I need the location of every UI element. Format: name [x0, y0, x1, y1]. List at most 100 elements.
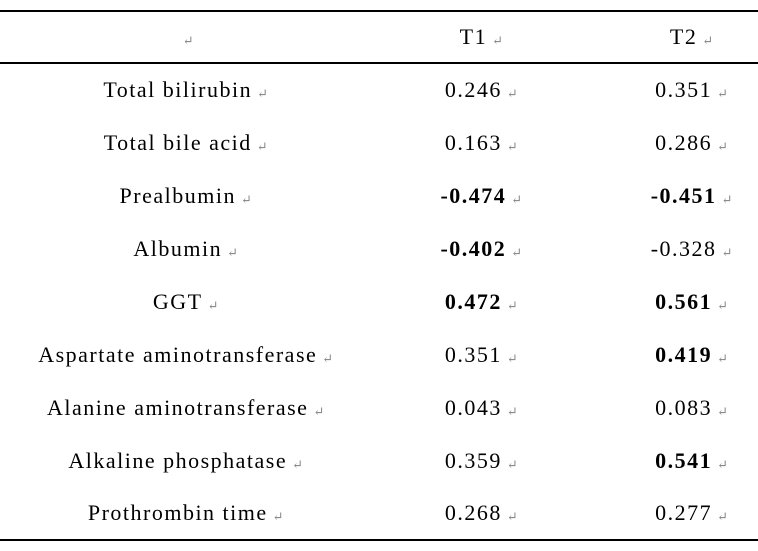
row-label: Albumin — [133, 235, 223, 261]
t1-value-cell: 0.163 ↵ — [371, 116, 591, 169]
t1-value-cell: 0.268 ↵ — [371, 487, 591, 540]
paragraph-mark-icon: ↵ — [717, 86, 729, 101]
row-label: Prealbumin — [119, 182, 236, 208]
paragraph-mark-icon: ↵ — [256, 138, 268, 154]
t2-value: 0.286 — [655, 129, 713, 155]
paragraph-mark-icon: ↵ — [292, 456, 304, 472]
header-label-t1: T1 — [459, 24, 488, 49]
row-label-cell: Alkaline phosphatase ↵ — [0, 434, 371, 487]
t2-value-cell: 0.561 ↵ — [591, 275, 758, 328]
t2-value: 0.277 — [655, 500, 713, 525]
row-label: Total bile acid — [103, 129, 252, 155]
row-label-cell: Total bilirubin ↵ — [0, 63, 371, 116]
paragraph-mark-icon: ↵ — [506, 138, 518, 154]
paragraph-mark-icon: ↵ — [717, 350, 729, 366]
row-label: Alkaline phosphatase — [68, 447, 288, 473]
row-label-cell: Prealbumin ↵ — [0, 169, 371, 222]
table-row: Prothrombin time ↵ 0.268 ↵ 0.277 ↵ — [0, 487, 758, 540]
table-row: Prealbumin ↵ -0.474 ↵ -0.451 ↵ — [0, 169, 758, 222]
t2-value-cell: 0.351 ↵ — [591, 63, 758, 116]
t1-value: 0.268 — [444, 500, 502, 525]
paragraph-mark-icon: ↵ — [227, 244, 239, 260]
paragraph-mark-icon: ↵ — [506, 456, 518, 472]
table-header: ↵ T1 ↵ T2 ↵ — [0, 11, 758, 63]
table-row: Albumin ↵ -0.402 ↵ -0.328 ↵ — [0, 222, 758, 275]
t2-value: -0.328 — [650, 235, 717, 261]
t2-value-cell: -0.451 ↵ — [591, 169, 758, 222]
t2-value: 0.419 — [655, 341, 713, 367]
row-label: GGT — [152, 288, 203, 314]
paragraph-mark-icon: ↵ — [717, 509, 729, 524]
t1-value: 0.043 — [444, 394, 502, 420]
paragraph-mark-icon: ↵ — [717, 403, 729, 419]
t1-value: -0.474 — [440, 182, 507, 208]
header-cell-t2: T2 ↵ — [591, 11, 758, 63]
t2-value-cell: 0.541 ↵ — [591, 434, 758, 487]
t2-value: 0.541 — [655, 447, 713, 473]
row-label-cell: Prothrombin time ↵ — [0, 487, 371, 540]
t1-value: 0.351 — [444, 341, 502, 367]
t1-value-cell: 0.246 ↵ — [371, 63, 591, 116]
paragraph-mark-icon: ↵ — [702, 33, 714, 48]
paragraph-mark-icon: ↵ — [721, 244, 733, 260]
t1-value: 0.246 — [444, 77, 502, 102]
header-row: ↵ T1 ↵ T2 ↵ — [0, 11, 758, 63]
paragraph-mark-icon: ↵ — [721, 191, 733, 207]
row-label-cell: Alanine aminotransferase ↵ — [0, 381, 371, 434]
paragraph-mark-icon: ↵ — [717, 297, 729, 313]
table-row: Total bilirubin ↵ 0.246 ↵ 0.351 ↵ — [0, 63, 758, 116]
row-label-cell: GGT ↵ — [0, 275, 371, 328]
table-row: Alanine aminotransferase ↵ 0.043 ↵ 0.083 ↵ — [0, 381, 758, 434]
t1-value-cell: 0.043 ↵ — [371, 381, 591, 434]
row-label-cell: Aspartate aminotransferase ↵ — [0, 328, 371, 381]
row-label: Aspartate aminotransferase — [38, 341, 318, 367]
paragraph-mark-icon: ↵ — [506, 86, 518, 101]
paragraph-mark-icon: ↵ — [506, 509, 518, 524]
t2-value-cell: 0.286 ↵ — [591, 116, 758, 169]
header-label-t2: T2 — [669, 24, 698, 49]
paragraph-mark-icon: ↵ — [506, 350, 518, 366]
row-label-cell: Total bile acid ↵ — [0, 116, 371, 169]
table-row: Aspartate aminotransferase ↵ 0.351 ↵ 0.419… — [0, 328, 758, 381]
t2-value: 0.351 — [655, 77, 713, 102]
paragraph-mark-icon: ↵ — [492, 33, 503, 48]
paragraph-mark-icon: ↵ — [182, 33, 194, 48]
paragraph-mark-icon: ↵ — [313, 403, 325, 419]
header-cell-empty: ↵ — [0, 11, 371, 63]
paragraph-mark-icon: ↵ — [511, 191, 523, 207]
row-label: Total bilirubin — [103, 77, 253, 102]
table-body: Total bilirubin ↵ 0.246 ↵ 0.351 ↵ Total bil… — [0, 63, 758, 540]
paragraph-mark-icon: ↵ — [272, 509, 284, 524]
row-label-cell: Albumin ↵ — [0, 222, 371, 275]
t1-value: 0.163 — [444, 129, 502, 155]
t2-value-cell: 0.277 ↵ — [591, 487, 758, 540]
t1-value: 0.359 — [444, 447, 502, 473]
header-cell-t1: T1 ↵ — [371, 11, 591, 63]
paragraph-mark-icon: ↵ — [506, 297, 518, 313]
paragraph-mark-icon: ↵ — [257, 86, 268, 101]
paragraph-mark-icon: ↵ — [506, 403, 518, 419]
table-row: Total bile acid ↵ 0.163 ↵ 0.286 ↵ — [0, 116, 758, 169]
t1-value: -0.402 — [440, 235, 507, 261]
paragraph-mark-icon: ↵ — [511, 244, 523, 260]
table-row: Alkaline phosphatase ↵ 0.359 ↵ 0.541 ↵ — [0, 434, 758, 487]
t1-value-cell: 0.359 ↵ — [371, 434, 591, 487]
paragraph-mark-icon: ↵ — [207, 297, 219, 313]
t2-value-cell: 0.419 ↵ — [591, 328, 758, 381]
t2-value: 0.083 — [655, 394, 713, 420]
t1-value-cell: -0.474 ↵ — [371, 169, 591, 222]
t1-value-cell: -0.402 ↵ — [371, 222, 591, 275]
paragraph-mark-icon: ↵ — [717, 456, 729, 472]
table-row: GGT ↵ 0.472 ↵ 0.561 ↵ — [0, 275, 758, 328]
t1-value-cell: 0.351 ↵ — [371, 328, 591, 381]
paragraph-mark-icon: ↵ — [322, 350, 334, 366]
row-label: Prothrombin time — [87, 500, 268, 525]
t1-value-cell: 0.472 ↵ — [371, 275, 591, 328]
t2-value: 0.561 — [655, 288, 713, 314]
t2-value-cell: 0.083 ↵ — [591, 381, 758, 434]
t2-value-cell: -0.328 ↵ — [591, 222, 758, 275]
t1-value: 0.472 — [444, 288, 502, 314]
t2-value: -0.451 — [650, 182, 717, 208]
paragraph-mark-icon: ↵ — [240, 191, 252, 207]
